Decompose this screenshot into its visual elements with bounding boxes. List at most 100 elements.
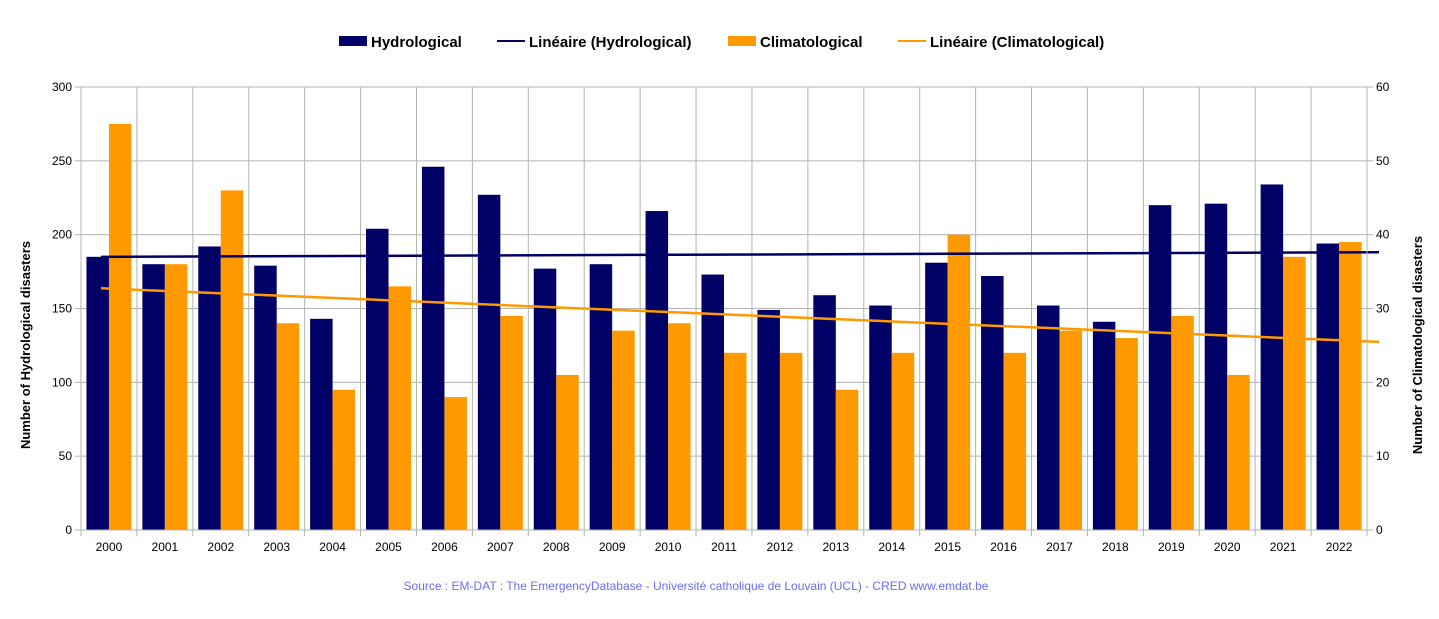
y-axis-left-ticks: 0 50 100 150 200 250 300	[52, 80, 81, 537]
x-tick-label-2005: 2005	[375, 540, 402, 554]
bar-climatological-2010	[668, 323, 691, 530]
x-tick-label-2014: 2014	[878, 540, 905, 554]
bar-climatological-2001	[164, 264, 188, 530]
trend-lines	[100, 250, 1380, 344]
x-tick-label-2000: 2000	[96, 540, 123, 554]
bar-hydrological-2011	[701, 274, 724, 530]
bar-hydrological-2014	[869, 305, 892, 530]
bar-climatological-2017	[1059, 330, 1082, 530]
bar-climatological-2006	[444, 397, 467, 530]
y-right-tick-label: 20	[1376, 375, 1390, 389]
y-left-tick-label: 0	[65, 523, 72, 537]
x-tick-label-2011: 2011	[711, 540, 737, 554]
bar-hydrological-2021	[1260, 184, 1284, 530]
bar-hydrological-2022	[1316, 243, 1340, 530]
bar-hydrological-2002	[198, 246, 221, 531]
x-axis-ticks: 2000 2001 2002 2003 2004 2005 2006 2007 2008 2009…	[80, 530, 1368, 554]
bars	[86, 123, 1362, 531]
bar-climatological-2013	[835, 389, 859, 530]
bar-hydrological-2010	[645, 211, 669, 531]
x-tick-label-2007: 2007	[487, 540, 514, 554]
bar-hydrological-2000	[86, 256, 109, 530]
bar-hydrological-2003	[254, 265, 277, 530]
x-tick-label-2021: 2021	[1270, 540, 1297, 554]
bar-hydrological-2020	[1204, 203, 1228, 530]
bar-climatological-2005	[388, 286, 412, 530]
bar-hydrological-2012	[757, 309, 780, 530]
bar-climatological-2018	[1115, 338, 1138, 530]
y-left-tick-label: 100	[52, 375, 72, 389]
x-tick-label-2017: 2017	[1046, 540, 1073, 554]
bar-hydrological-2006	[421, 166, 445, 531]
bar-climatological-2021	[1283, 256, 1306, 530]
y-axis-right-title: Number of Climatological disasters	[1410, 236, 1425, 454]
x-tick-label-2010: 2010	[655, 540, 682, 554]
y-left-tick-label: 250	[52, 154, 72, 168]
bar-hydrological-2016	[981, 276, 1004, 530]
bar-hydrological-2013	[813, 295, 836, 530]
legend-swatch-climatological	[728, 36, 756, 46]
y-right-tick-label: 10	[1376, 449, 1390, 463]
source-note: Source : EM-DAT : The EmergencyDatabase …	[404, 579, 989, 593]
legend-label-trend-hydrological: Linéaire (Hydrological)	[529, 34, 692, 51]
y-right-tick-label: 50	[1376, 154, 1390, 168]
bar-climatological-2011	[724, 352, 747, 530]
x-tick-label-2002: 2002	[207, 540, 234, 554]
bar-climatological-2015	[947, 234, 971, 530]
y-left-tick-label: 50	[59, 449, 73, 463]
x-tick-label-2012: 2012	[767, 540, 794, 554]
x-tick-label-2008: 2008	[543, 540, 570, 554]
bar-climatological-2007	[500, 315, 523, 530]
bar-hydrological-2015	[925, 262, 948, 530]
bar-climatological-2004	[332, 389, 356, 530]
x-tick-label-2009: 2009	[599, 540, 626, 554]
bar-hydrological-2007	[477, 194, 501, 530]
x-tick-label-2003: 2003	[263, 540, 290, 554]
bar-climatological-2014	[891, 352, 915, 530]
bar-climatological-2019	[1171, 315, 1194, 530]
y-right-tick-label: 30	[1376, 302, 1390, 316]
bar-climatological-2020	[1227, 374, 1250, 530]
bar-hydrological-2001	[142, 264, 165, 530]
legend-label-climatological: Climatological	[760, 34, 863, 51]
x-tick-label-2018: 2018	[1102, 540, 1129, 554]
legend-swatch-hydrological	[339, 36, 367, 46]
bar-hydrological-2008	[533, 268, 557, 530]
x-tick-label-2020: 2020	[1214, 540, 1241, 554]
bar-climatological-2022	[1339, 242, 1362, 531]
bar-hydrological-2005	[366, 228, 389, 530]
bar-climatological-2002	[220, 190, 244, 530]
x-tick-label-2016: 2016	[990, 540, 1017, 554]
bar-climatological-2008	[556, 374, 579, 530]
y-right-tick-label: 0	[1376, 523, 1383, 537]
trend-line-climatological	[100, 286, 1380, 344]
y-axis-left-title: Number of Hydrological disasters	[18, 241, 33, 449]
legend: Hydrological Linéaire (Hydrological) Cli…	[339, 34, 1104, 51]
bar-climatological-2000	[108, 123, 132, 531]
bar-hydrological-2019	[1148, 205, 1172, 530]
x-tick-label-2022: 2022	[1326, 540, 1353, 554]
x-tick-label-2019: 2019	[1158, 540, 1185, 554]
x-tick-label-2006: 2006	[431, 540, 458, 554]
bar-hydrological-2009	[589, 264, 613, 530]
bar-hydrological-2018	[1092, 321, 1116, 530]
bar-hydrological-2017	[1036, 305, 1060, 530]
bar-climatological-2003	[276, 323, 300, 530]
bar-hydrological-2004	[310, 318, 333, 530]
y-left-tick-label: 200	[52, 228, 72, 242]
legend-label-trend-climatological: Linéaire (Climatological)	[930, 34, 1104, 51]
y-left-tick-label: 150	[52, 302, 72, 316]
x-tick-label-2001: 2001	[152, 540, 179, 554]
bar-climatological-2012	[779, 352, 803, 530]
bar-climatological-2016	[1003, 352, 1027, 530]
trend-line-hydrological	[100, 250, 1380, 259]
y-left-tick-label: 300	[52, 80, 72, 94]
y-right-tick-label: 60	[1376, 80, 1390, 94]
x-tick-label-2013: 2013	[822, 540, 849, 554]
y-axis-right-ticks: 0 10 20 30 40 50 60	[1367, 80, 1390, 537]
x-tick-label-2004: 2004	[319, 540, 346, 554]
y-right-tick-label: 40	[1376, 228, 1390, 242]
x-tick-label-2015: 2015	[934, 540, 961, 554]
